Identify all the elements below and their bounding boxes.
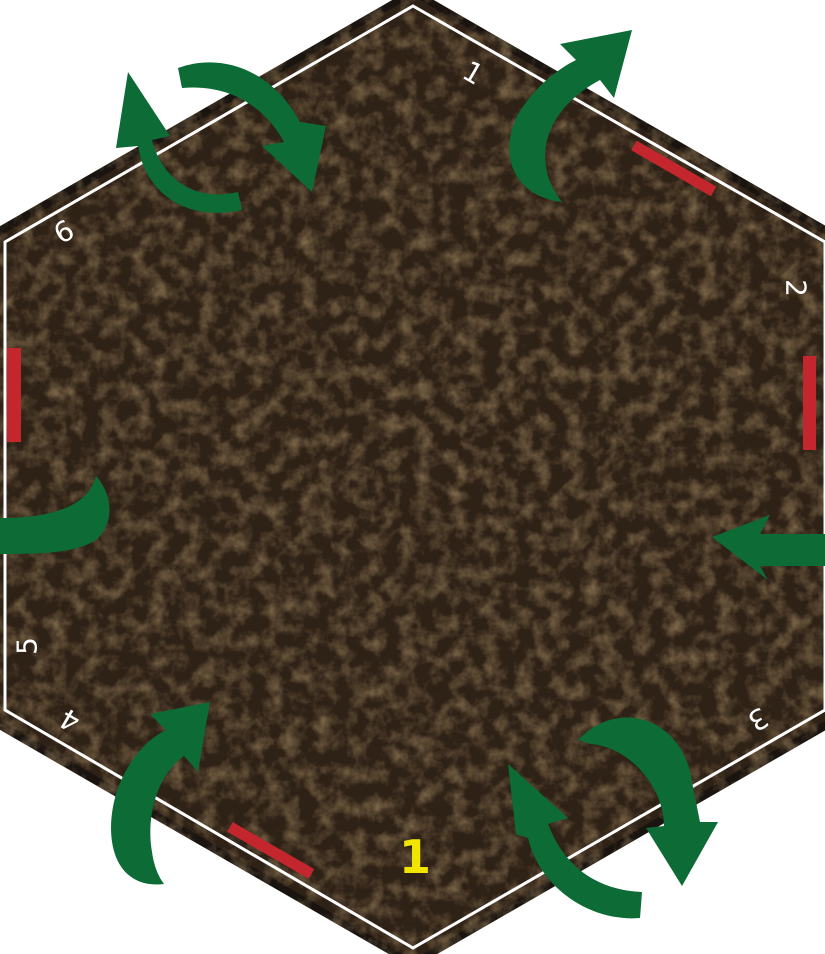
arrow-top-left-outer xyxy=(178,62,326,193)
blocker-left xyxy=(7,348,21,442)
arrow-top-right xyxy=(509,30,632,202)
arrow-right xyxy=(712,515,825,580)
red-bar-icon xyxy=(7,140,816,879)
arrow-bottom-right-inner xyxy=(508,764,642,919)
tile-number: 1 xyxy=(399,830,431,884)
hex-outline xyxy=(3,4,825,950)
arrow-top-left-inner xyxy=(116,72,242,213)
blocker-top-right xyxy=(631,140,717,197)
blocker-bottom-left xyxy=(227,822,315,879)
edge-label-5: 5 xyxy=(11,637,44,655)
arrow-bottom-right-outer xyxy=(578,717,718,886)
arrow-bottom-left xyxy=(111,702,210,885)
edge-label-2: 2 xyxy=(780,279,813,297)
arrow-left-partial xyxy=(0,476,110,554)
curved-arrow-icon xyxy=(0,30,825,919)
blocker-right xyxy=(803,356,816,450)
